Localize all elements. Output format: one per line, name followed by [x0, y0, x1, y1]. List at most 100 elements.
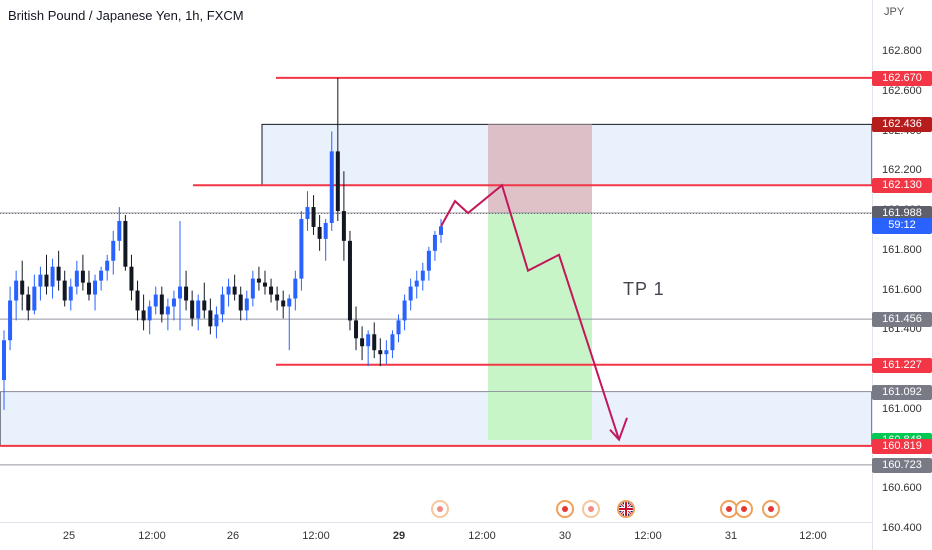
candle-body [50, 266, 55, 287]
candle-body [347, 240, 352, 321]
economic-event-icon[interactable] [431, 500, 449, 518]
price-tag: 161.092 [872, 384, 932, 400]
candle-body [238, 294, 243, 311]
candle-body [384, 350, 389, 355]
uk-flag-icon[interactable] [617, 500, 635, 518]
price-tick-label: 162.200 [882, 164, 922, 177]
price-tick-label: 160.600 [882, 482, 922, 495]
candle-body [153, 294, 158, 307]
price-tick-label: 160.400 [882, 522, 922, 535]
candle-body [360, 338, 365, 347]
economic-event-icon[interactable] [556, 500, 574, 518]
candle-body [420, 270, 425, 281]
candle-body [171, 298, 176, 307]
chart-title: British Pound / Japanese Yen, 1h, FXCM [8, 8, 244, 23]
candle-body [62, 280, 67, 301]
candle-body [129, 266, 134, 291]
time-tick-label: 12:00 [468, 530, 496, 542]
candle-body [93, 280, 98, 295]
price-tick-label: 162.600 [882, 84, 922, 97]
candle-body [68, 286, 73, 301]
candle-body [250, 278, 255, 299]
candle-body [32, 286, 37, 311]
economic-event-icon[interactable] [762, 500, 780, 518]
price-tick-label: 161.000 [882, 402, 922, 415]
candle-body [159, 294, 164, 315]
candle-body [80, 270, 85, 283]
time-axis-border [0, 522, 872, 523]
price-tag: 160.819 [872, 438, 932, 454]
candle-body [323, 222, 328, 239]
candle-body [14, 280, 19, 301]
candle-body [117, 220, 122, 241]
candle-body [44, 274, 49, 287]
candle-body [196, 300, 201, 319]
candle-body [184, 286, 189, 301]
time-tick-label: 25 [62, 530, 76, 542]
price-axis-border [872, 0, 873, 550]
candle-body [226, 286, 231, 295]
candle-body [341, 211, 346, 241]
price-tag: 161.988 [872, 206, 932, 222]
candle-body [402, 300, 407, 321]
candle-body [214, 314, 219, 327]
candle-body [311, 207, 316, 227]
candle-body [202, 300, 207, 311]
candle-body [287, 298, 292, 307]
candle-body [141, 310, 146, 321]
candle-body [426, 250, 431, 271]
candle-body [111, 240, 116, 261]
candle-body [232, 286, 237, 295]
candle-body [269, 286, 274, 295]
candle-body [275, 294, 280, 301]
candle-body [220, 294, 225, 315]
candle-body [390, 334, 395, 351]
candle-body [299, 218, 304, 279]
price-tag: 162.670 [872, 70, 932, 86]
candle-body [305, 207, 310, 219]
demand-zone [0, 391, 873, 447]
price-tag: 160.723 [872, 457, 932, 473]
time-tick-label: 26 [226, 530, 240, 542]
candle-body [396, 320, 401, 335]
price-tag: 161.227 [872, 357, 932, 373]
bar-countdown: 59:12 [872, 218, 932, 232]
candle-body [378, 350, 383, 355]
time-tick-label: 12:00 [302, 530, 330, 542]
economic-event-icon[interactable] [735, 500, 753, 518]
economic-event-icon[interactable] [582, 500, 600, 518]
candle-body [190, 300, 195, 319]
candle-body [26, 294, 31, 311]
candle-body [135, 290, 140, 311]
projection-path [440, 183, 620, 440]
price-tick-label: 162.800 [882, 45, 922, 57]
candle-body [335, 151, 340, 212]
price-tick-label: 161.600 [882, 283, 922, 296]
currency-label: JPY [884, 6, 905, 18]
candle-body [20, 280, 25, 295]
time-tick-label: 12:00 [799, 530, 827, 542]
candle-body [105, 260, 110, 271]
time-tick-label: 30 [558, 530, 572, 542]
candle-body [372, 334, 377, 351]
tp-label: TP 1 [623, 279, 665, 299]
candle-body [256, 278, 261, 283]
candle-body [414, 280, 419, 287]
candle-body [208, 310, 213, 327]
candle-body [178, 286, 183, 299]
candle-body [123, 220, 128, 267]
price-tick-label: 161.800 [882, 243, 922, 256]
candle-body [165, 306, 170, 315]
candle-body [86, 282, 91, 295]
time-tick-label: 12:00 [634, 530, 662, 542]
time-tick-label: 29 [392, 530, 406, 542]
candle-body [244, 298, 249, 311]
price-tag: 161.456 [872, 312, 932, 328]
time-tick-label: 12:00 [138, 530, 166, 542]
candle-body [8, 300, 13, 341]
candle-body [2, 340, 6, 381]
candle-body [262, 282, 267, 287]
candle-body [38, 274, 43, 287]
